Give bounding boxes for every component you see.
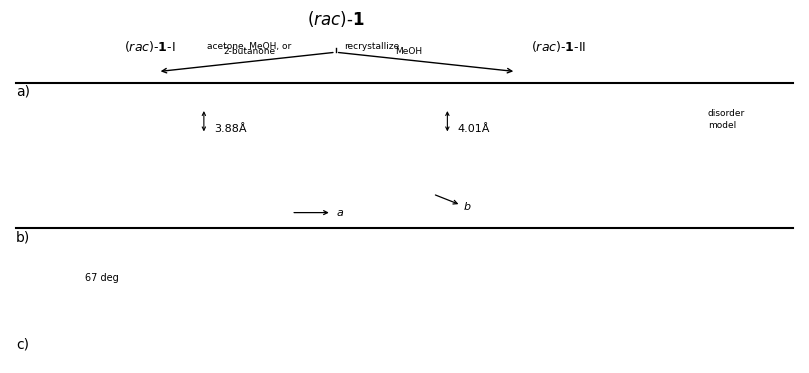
Text: a): a) (16, 85, 30, 99)
Text: b): b) (16, 230, 31, 244)
Text: $a$: $a$ (336, 209, 344, 218)
Text: ($\it{rac}$)-$\bf{1}$-II: ($\it{rac}$)-$\bf{1}$-II (531, 39, 586, 54)
Text: recrystallize: recrystallize (344, 42, 399, 51)
Text: ($\it{rac}$)-$\bf{1}$: ($\it{rac}$)-$\bf{1}$ (307, 9, 365, 29)
Text: c): c) (16, 338, 29, 352)
Text: disorder
model: disorder model (708, 109, 745, 130)
Text: 3.88Å: 3.88Å (214, 124, 247, 134)
Text: $b$: $b$ (463, 200, 472, 212)
Text: 4.01Å: 4.01Å (457, 124, 489, 134)
Text: 67 deg: 67 deg (85, 273, 119, 283)
Text: 2-butanone: 2-butanone (223, 47, 275, 56)
Text: MeOH: MeOH (395, 47, 422, 56)
Text: ($\it{rac}$)-$\bf{1}$-I: ($\it{rac}$)-$\bf{1}$-I (124, 39, 176, 54)
Text: acetone, MeOH, or: acetone, MeOH, or (207, 42, 291, 51)
